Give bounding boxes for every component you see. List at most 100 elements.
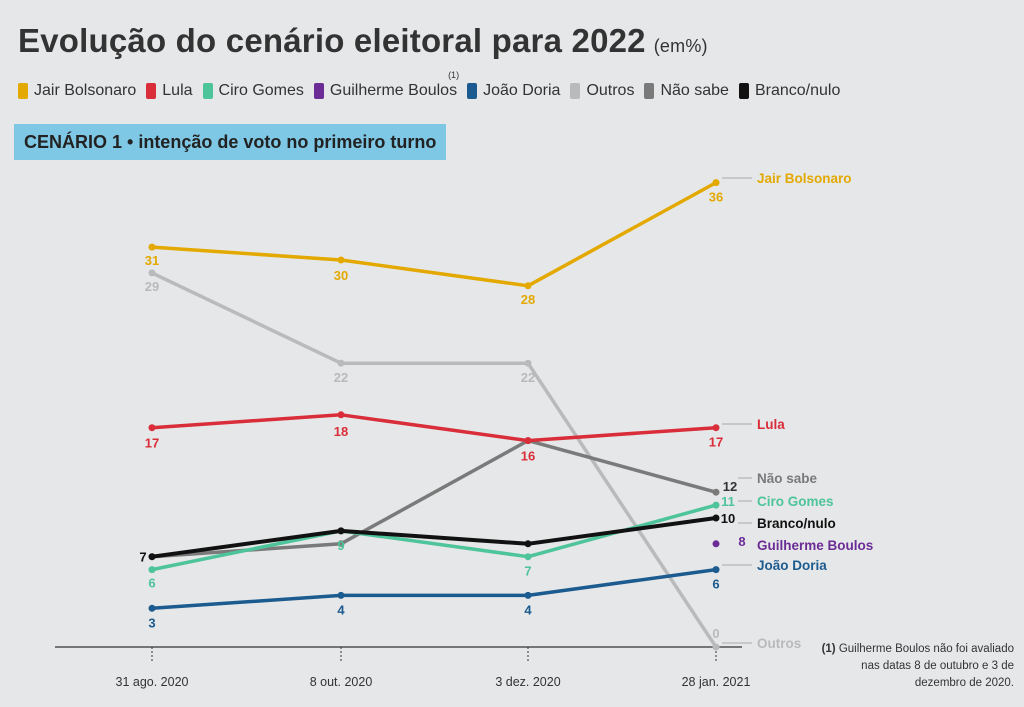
data-label: 30 [334, 268, 348, 283]
legend-label: Outros [586, 82, 635, 99]
data-point [337, 256, 345, 264]
data-point [524, 282, 532, 290]
data-label: 17 [145, 436, 159, 451]
data-point [712, 501, 720, 509]
data-point [712, 514, 720, 522]
legend: Jair Bolsonaro Lula Ciro Gomes Guilherme Bo… [18, 70, 850, 102]
legend-label: Guilherme Boulos [329, 82, 458, 99]
x-tick-label: 8 out. 2020 [310, 675, 373, 689]
legend-item: Jair Bolsonaro [18, 82, 136, 100]
data-label: 4 [524, 602, 532, 617]
data-point [712, 179, 720, 187]
legend-footnote-marker: (1) [448, 70, 460, 80]
chart-title-text: Evolução do cenário eleitoral para 2022 [18, 22, 646, 59]
data-label: 17 [709, 435, 723, 450]
legend-item: Não sabe [644, 82, 729, 100]
legend-swatch [467, 83, 478, 99]
footnote-marker: (1) [821, 643, 836, 655]
data-label: 0 [712, 626, 719, 641]
data-point [337, 411, 345, 419]
data-point [337, 591, 345, 599]
data-point [524, 591, 532, 599]
series-line [150, 516, 718, 559]
series-name-label: Branco/nulo [757, 516, 836, 531]
data-point [712, 643, 720, 651]
data-label: 16 [521, 449, 535, 464]
data-label: 4 [337, 602, 345, 617]
legend-swatch [313, 83, 324, 99]
footnote-text: Guilherme Boulos não foi avaliado nas da… [838, 643, 1014, 689]
legend-item: Guilherme Boulos (1) [313, 70, 459, 100]
series-line [150, 271, 718, 649]
legend-item: Outros [570, 82, 634, 100]
legend-label: Não sabe [660, 82, 729, 99]
data-label: 7 [139, 550, 146, 565]
legend-item: Branco/nulo [738, 82, 841, 100]
x-tick-label: 3 dez. 2020 [495, 675, 560, 689]
legend-label: João Doria [483, 82, 561, 99]
series-name-label: Guilherme Boulos [757, 538, 873, 553]
data-label: 8 [738, 534, 745, 549]
legend-item: Ciro Gomes [202, 82, 304, 100]
chart-title: Evolução do cenário eleitoral para 2022 (… [18, 22, 708, 60]
data-label: 6 [148, 576, 155, 591]
data-label: 36 [709, 190, 723, 205]
data-point [524, 359, 532, 367]
series-name-label: Não sabe [757, 471, 818, 486]
x-tick-label: 28 jan. 2021 [682, 675, 751, 689]
data-point [524, 553, 532, 561]
data-point [712, 424, 720, 432]
data-point [148, 604, 156, 612]
series-name-label: João Doria [757, 558, 827, 573]
data-label: 18 [334, 424, 348, 439]
data-point [524, 437, 532, 445]
legend-swatch [570, 83, 581, 99]
legend-swatch [738, 83, 749, 99]
data-label: 6 [712, 577, 719, 592]
x-tick-label: 31 ago. 2020 [116, 675, 189, 689]
data-label: 22 [521, 370, 535, 385]
series-name-label: Outros [757, 636, 801, 651]
series-name-label: Lula [757, 417, 785, 432]
data-point [148, 424, 156, 432]
data-point [337, 540, 345, 548]
chart-unit: (em%) [653, 36, 708, 56]
data-label: 3 [148, 615, 155, 630]
data-label: 10 [721, 511, 735, 526]
data-label: 12 [723, 479, 737, 494]
data-label: 9 [337, 538, 344, 553]
legend-label: Lula [162, 82, 193, 99]
data-point [524, 540, 532, 548]
series-line [150, 180, 718, 288]
legend-label: Branco/nulo [754, 82, 841, 99]
data-label: 11 [721, 494, 735, 509]
data-label: 28 [521, 292, 535, 307]
legend-swatch [202, 83, 213, 99]
legend-item: João Doria [467, 82, 560, 100]
data-point [337, 359, 345, 367]
data-label: 7 [524, 564, 531, 579]
series-name-label: Ciro Gomes [757, 494, 834, 509]
series-line [150, 413, 718, 443]
data-point [148, 553, 156, 561]
series-line [150, 567, 718, 611]
data-label: 29 [145, 279, 159, 294]
legend-label: Jair Bolsonaro [34, 82, 137, 99]
legend-swatch [146, 83, 157, 99]
data-label: 22 [334, 370, 348, 385]
legend-swatch [644, 83, 655, 99]
data-point [148, 269, 156, 277]
series-name-label: Jair Bolsonaro [757, 171, 852, 186]
legend-item: Lula [146, 82, 193, 100]
data-point [712, 540, 720, 548]
data-point [712, 488, 720, 496]
data-point [337, 527, 345, 535]
legend-swatch [18, 83, 28, 99]
data-point [148, 566, 156, 574]
legend-label: Ciro Gomes [218, 82, 304, 99]
data-point [148, 243, 156, 251]
footnote: (1) Guilherme Boulos não foi avaliado na… [814, 641, 1014, 692]
data-label: 31 [145, 253, 159, 268]
data-point [712, 566, 720, 574]
